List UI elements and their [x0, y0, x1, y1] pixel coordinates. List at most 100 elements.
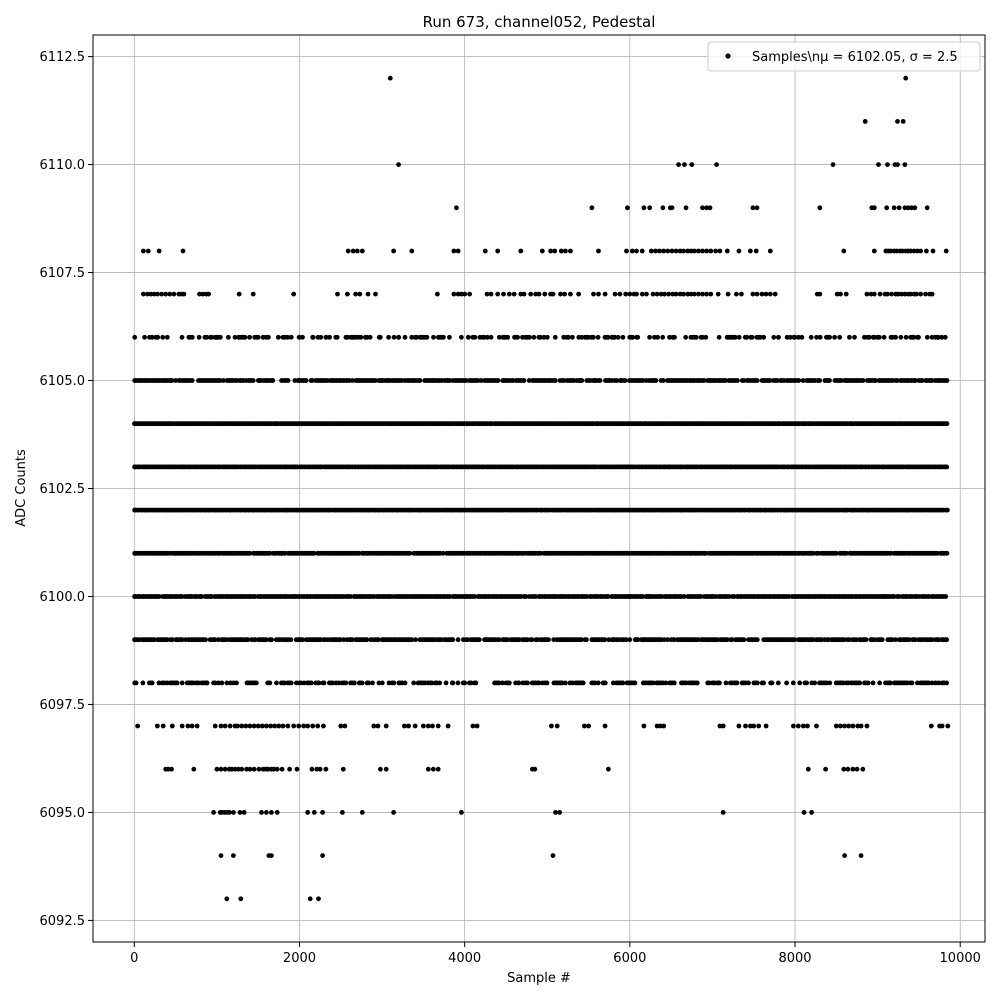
data-point: [579, 637, 584, 643]
data-point: [288, 680, 294, 686]
data-point: [657, 248, 662, 254]
data-point: [505, 334, 511, 340]
data-point: [500, 680, 505, 686]
data-point: [348, 594, 353, 599]
data-point: [149, 680, 155, 686]
data-point: [677, 291, 683, 297]
data-point: [654, 723, 660, 729]
data-point: [135, 723, 141, 729]
data-point: [797, 680, 803, 686]
data-point: [908, 291, 914, 297]
data-point: [232, 766, 238, 772]
data-point: [715, 291, 721, 297]
data-point: [827, 378, 832, 383]
data-point: [300, 637, 305, 643]
data-point: [320, 853, 325, 858]
data-point: [285, 334, 290, 340]
y-axis-ticks: 6092.5 6095.0 6097.5 6100.0 6102.5 6105.0 6107…: [40, 50, 93, 929]
data-point: [305, 810, 311, 815]
data-point: [774, 378, 780, 383]
data-point: [340, 766, 346, 772]
data-point: [155, 291, 160, 297]
data-point: [558, 248, 564, 254]
data-point: [902, 205, 908, 211]
legend-box: [707, 41, 981, 72]
data-point: [165, 766, 171, 772]
data-point: [204, 334, 210, 340]
data-point: [929, 378, 935, 383]
data-point: [463, 378, 469, 383]
data-point: [580, 680, 586, 686]
data-point: [226, 334, 231, 340]
data-point: [791, 334, 797, 340]
data-point: [731, 594, 737, 599]
data-point: [276, 723, 282, 729]
data-point: [936, 334, 941, 340]
data-point: [591, 291, 596, 297]
data-point: [661, 723, 667, 729]
data-point: [505, 637, 510, 643]
data-point: [243, 723, 249, 729]
data-point: [685, 291, 691, 297]
data-point: [754, 205, 760, 211]
data-point: [632, 680, 638, 686]
data-point: [748, 723, 753, 729]
data-point: [527, 334, 532, 340]
data-point: [311, 810, 317, 815]
data-point: [533, 594, 539, 599]
data-point: [430, 766, 436, 772]
data-point: [909, 205, 914, 211]
y-tick-label: 6112.5: [40, 50, 86, 65]
data-point: [838, 291, 843, 297]
data-point: [586, 723, 591, 729]
data-point: [321, 680, 327, 686]
data-point: [501, 291, 506, 297]
data-point: [681, 291, 686, 297]
data-point: [700, 291, 705, 297]
data-point: [669, 248, 675, 254]
data-point: [536, 291, 542, 297]
data-point: [796, 334, 801, 340]
data-point: [750, 291, 756, 297]
data-point: [557, 810, 562, 815]
x-tick-label: 0: [130, 951, 138, 966]
data-point: [924, 205, 930, 211]
data-point: [342, 723, 348, 729]
data-point: [896, 205, 902, 211]
data-point: [810, 550, 816, 556]
data-point: [327, 334, 332, 340]
data-point: [538, 334, 543, 340]
data-point: [450, 680, 456, 686]
data-point: [871, 291, 877, 297]
data-point: [850, 766, 856, 772]
data-point: [685, 248, 691, 254]
data-point: [174, 680, 180, 686]
data-point: [391, 334, 397, 340]
data-point: [548, 248, 553, 254]
data-point: [924, 248, 929, 254]
data-point: [189, 723, 195, 729]
data-point: [743, 723, 748, 729]
data-point: [391, 680, 397, 686]
data-point: [164, 334, 170, 340]
data-point: [704, 291, 710, 297]
data-point: [247, 723, 253, 729]
data-point: [239, 766, 245, 772]
data-point: [775, 680, 781, 686]
data-point: [791, 723, 796, 729]
data-point: [495, 291, 501, 297]
data-point: [321, 723, 326, 729]
data-point: [185, 723, 191, 729]
data-point: [268, 723, 273, 729]
data-point: [634, 248, 639, 254]
data-point: [799, 334, 805, 340]
data-point: [552, 334, 558, 340]
data-point: [459, 291, 464, 297]
data-point: [244, 766, 250, 772]
data-point: [367, 334, 373, 340]
data-point: [296, 723, 302, 729]
data-point: [885, 162, 890, 168]
data-point: [602, 680, 608, 686]
data-point: [338, 637, 343, 643]
